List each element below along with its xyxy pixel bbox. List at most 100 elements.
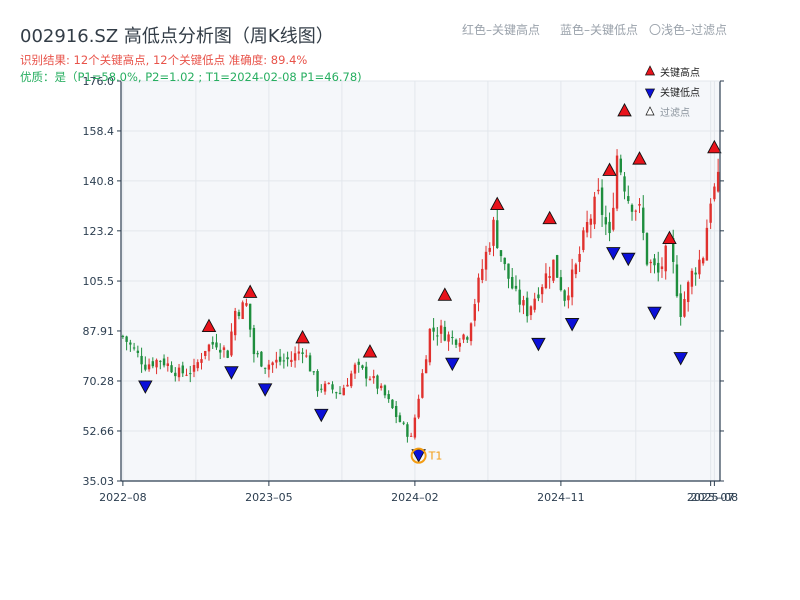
candle-body: [701, 258, 705, 264]
candle: [338, 386, 342, 395]
candle: [585, 210, 589, 238]
candle: [683, 291, 686, 318]
key-low-marker: [138, 380, 153, 394]
candle: [593, 191, 596, 229]
candle: [716, 158, 720, 193]
candle: [653, 254, 656, 274]
key-low-marker: [564, 318, 580, 332]
key-low-marker: [445, 357, 460, 372]
candle: [417, 394, 420, 420]
candle: [125, 335, 128, 351]
candle-body: [548, 276, 551, 278]
x-tick-label: 2025–08: [691, 491, 739, 504]
candle-body: [260, 351, 263, 367]
candle-body: [286, 357, 289, 360]
candle: [589, 214, 593, 239]
candle-body: [567, 295, 570, 301]
candle: [394, 401, 398, 424]
candle-body: [582, 230, 585, 250]
candle: [627, 185, 630, 204]
candle: [211, 336, 214, 349]
candle-body: [634, 210, 637, 212]
t1-label: T1: [428, 450, 443, 463]
hint-blue-low: 蓝色–关键低点: [560, 23, 639, 37]
key-high-marker: [632, 151, 647, 165]
candle-body: [638, 203, 641, 206]
candle: [372, 369, 375, 384]
y-tick-label: 70.28: [83, 375, 115, 388]
candle: [709, 198, 712, 229]
key-low-marker: [606, 247, 621, 261]
candle-body: [675, 264, 679, 297]
candle-body: [690, 270, 694, 287]
candle-body: [394, 405, 398, 418]
key-high-marker: [602, 162, 617, 176]
candle-body: [623, 176, 626, 192]
candle-body: [271, 362, 274, 366]
candle-body: [297, 351, 301, 354]
candle: [570, 258, 574, 306]
candle: [245, 298, 248, 307]
candle: [645, 232, 649, 267]
candle: [567, 287, 570, 309]
candle: [147, 358, 151, 372]
candle-body: [481, 268, 484, 280]
candle: [436, 327, 439, 346]
candle: [694, 267, 697, 286]
candle: [451, 330, 454, 345]
candle: [496, 209, 499, 249]
candle-body: [305, 355, 308, 357]
legend-label: 关键高点: [660, 66, 700, 79]
candle-body: [338, 392, 342, 394]
candle: [612, 192, 615, 232]
candle: [237, 309, 241, 320]
candle: [151, 357, 155, 369]
candle: [675, 255, 679, 298]
x-tick-label: 2024–02: [391, 491, 439, 504]
candle: [282, 353, 286, 369]
candle-body: [357, 361, 360, 365]
candle: [185, 368, 188, 377]
candle: [222, 345, 226, 358]
candle-body: [709, 203, 712, 223]
candle-body: [144, 364, 147, 370]
candle: [316, 369, 319, 397]
candle-body: [132, 347, 136, 349]
candle: [492, 216, 495, 257]
candle-body: [660, 266, 664, 270]
candle-body: [353, 364, 357, 374]
y-tick-label: 158.4: [83, 125, 115, 138]
candle-body: [454, 339, 458, 345]
y-tick-label: 123.2: [83, 225, 115, 238]
key-low-marker: [647, 306, 662, 321]
candle-body: [627, 196, 630, 202]
candle-body: [600, 187, 604, 215]
key-high-marker: [242, 284, 258, 298]
candle-body: [383, 385, 387, 396]
candle-body: [275, 359, 278, 363]
candle: [499, 250, 503, 262]
candle: [537, 287, 540, 302]
candle-body: [387, 394, 390, 400]
candle: [672, 229, 675, 274]
candle-body: [391, 399, 394, 409]
candle-body: [597, 189, 600, 192]
candle-body: [488, 247, 491, 252]
legend-high-icon: [644, 65, 656, 76]
candle-body: [496, 220, 499, 249]
candle-body: [189, 373, 192, 375]
candle-body: [698, 259, 701, 275]
y-tick-label: 52.66: [83, 425, 115, 438]
candle-body: [477, 277, 480, 303]
candle-body: [432, 327, 435, 332]
candle-body: [230, 331, 233, 356]
legend-entry: 关键高点: [644, 65, 700, 79]
candle: [409, 432, 413, 437]
candle-body: [413, 417, 417, 438]
candle: [379, 383, 383, 391]
candle: [413, 414, 417, 440]
candle-body: [233, 310, 237, 336]
candle: [391, 399, 394, 410]
